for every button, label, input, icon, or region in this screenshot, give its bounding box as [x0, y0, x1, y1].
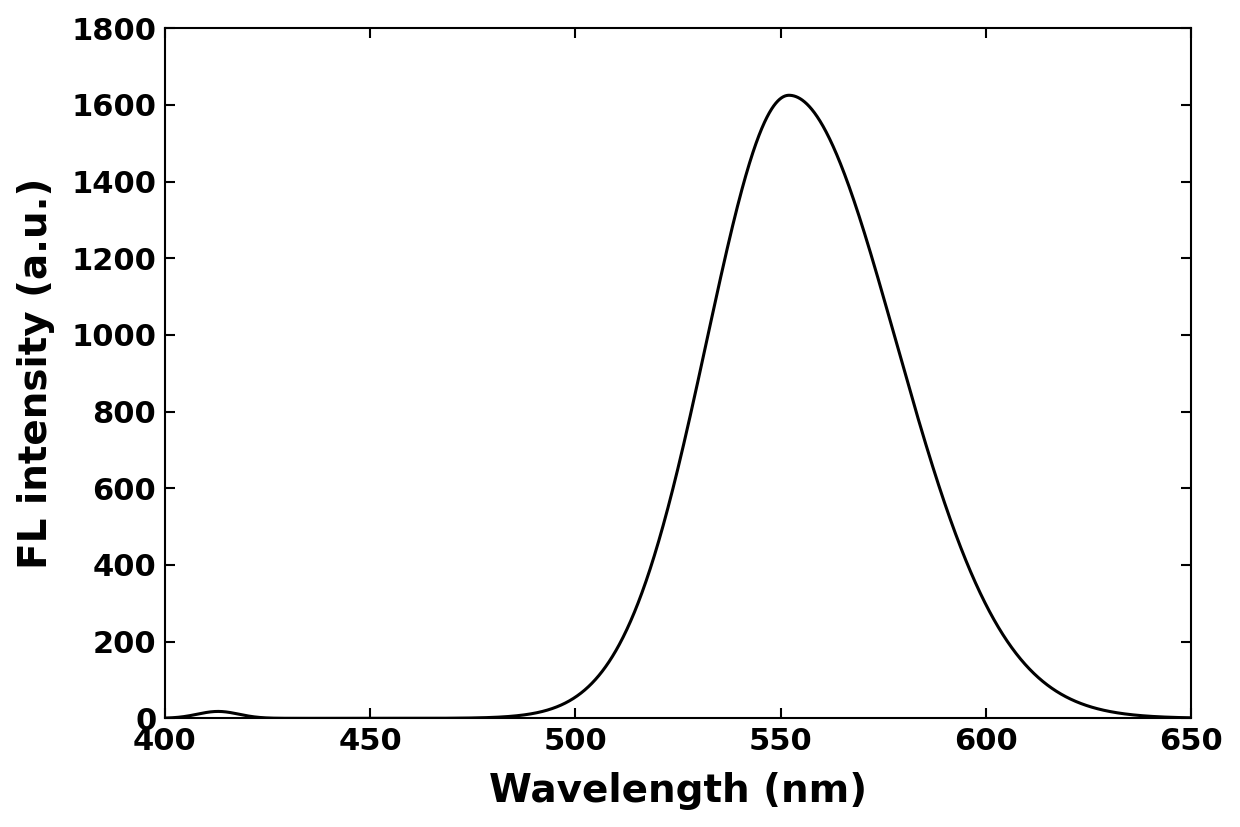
X-axis label: Wavelength (nm): Wavelength (nm) — [489, 772, 867, 810]
Y-axis label: FL intensity (a.u.): FL intensity (a.u.) — [16, 178, 55, 569]
